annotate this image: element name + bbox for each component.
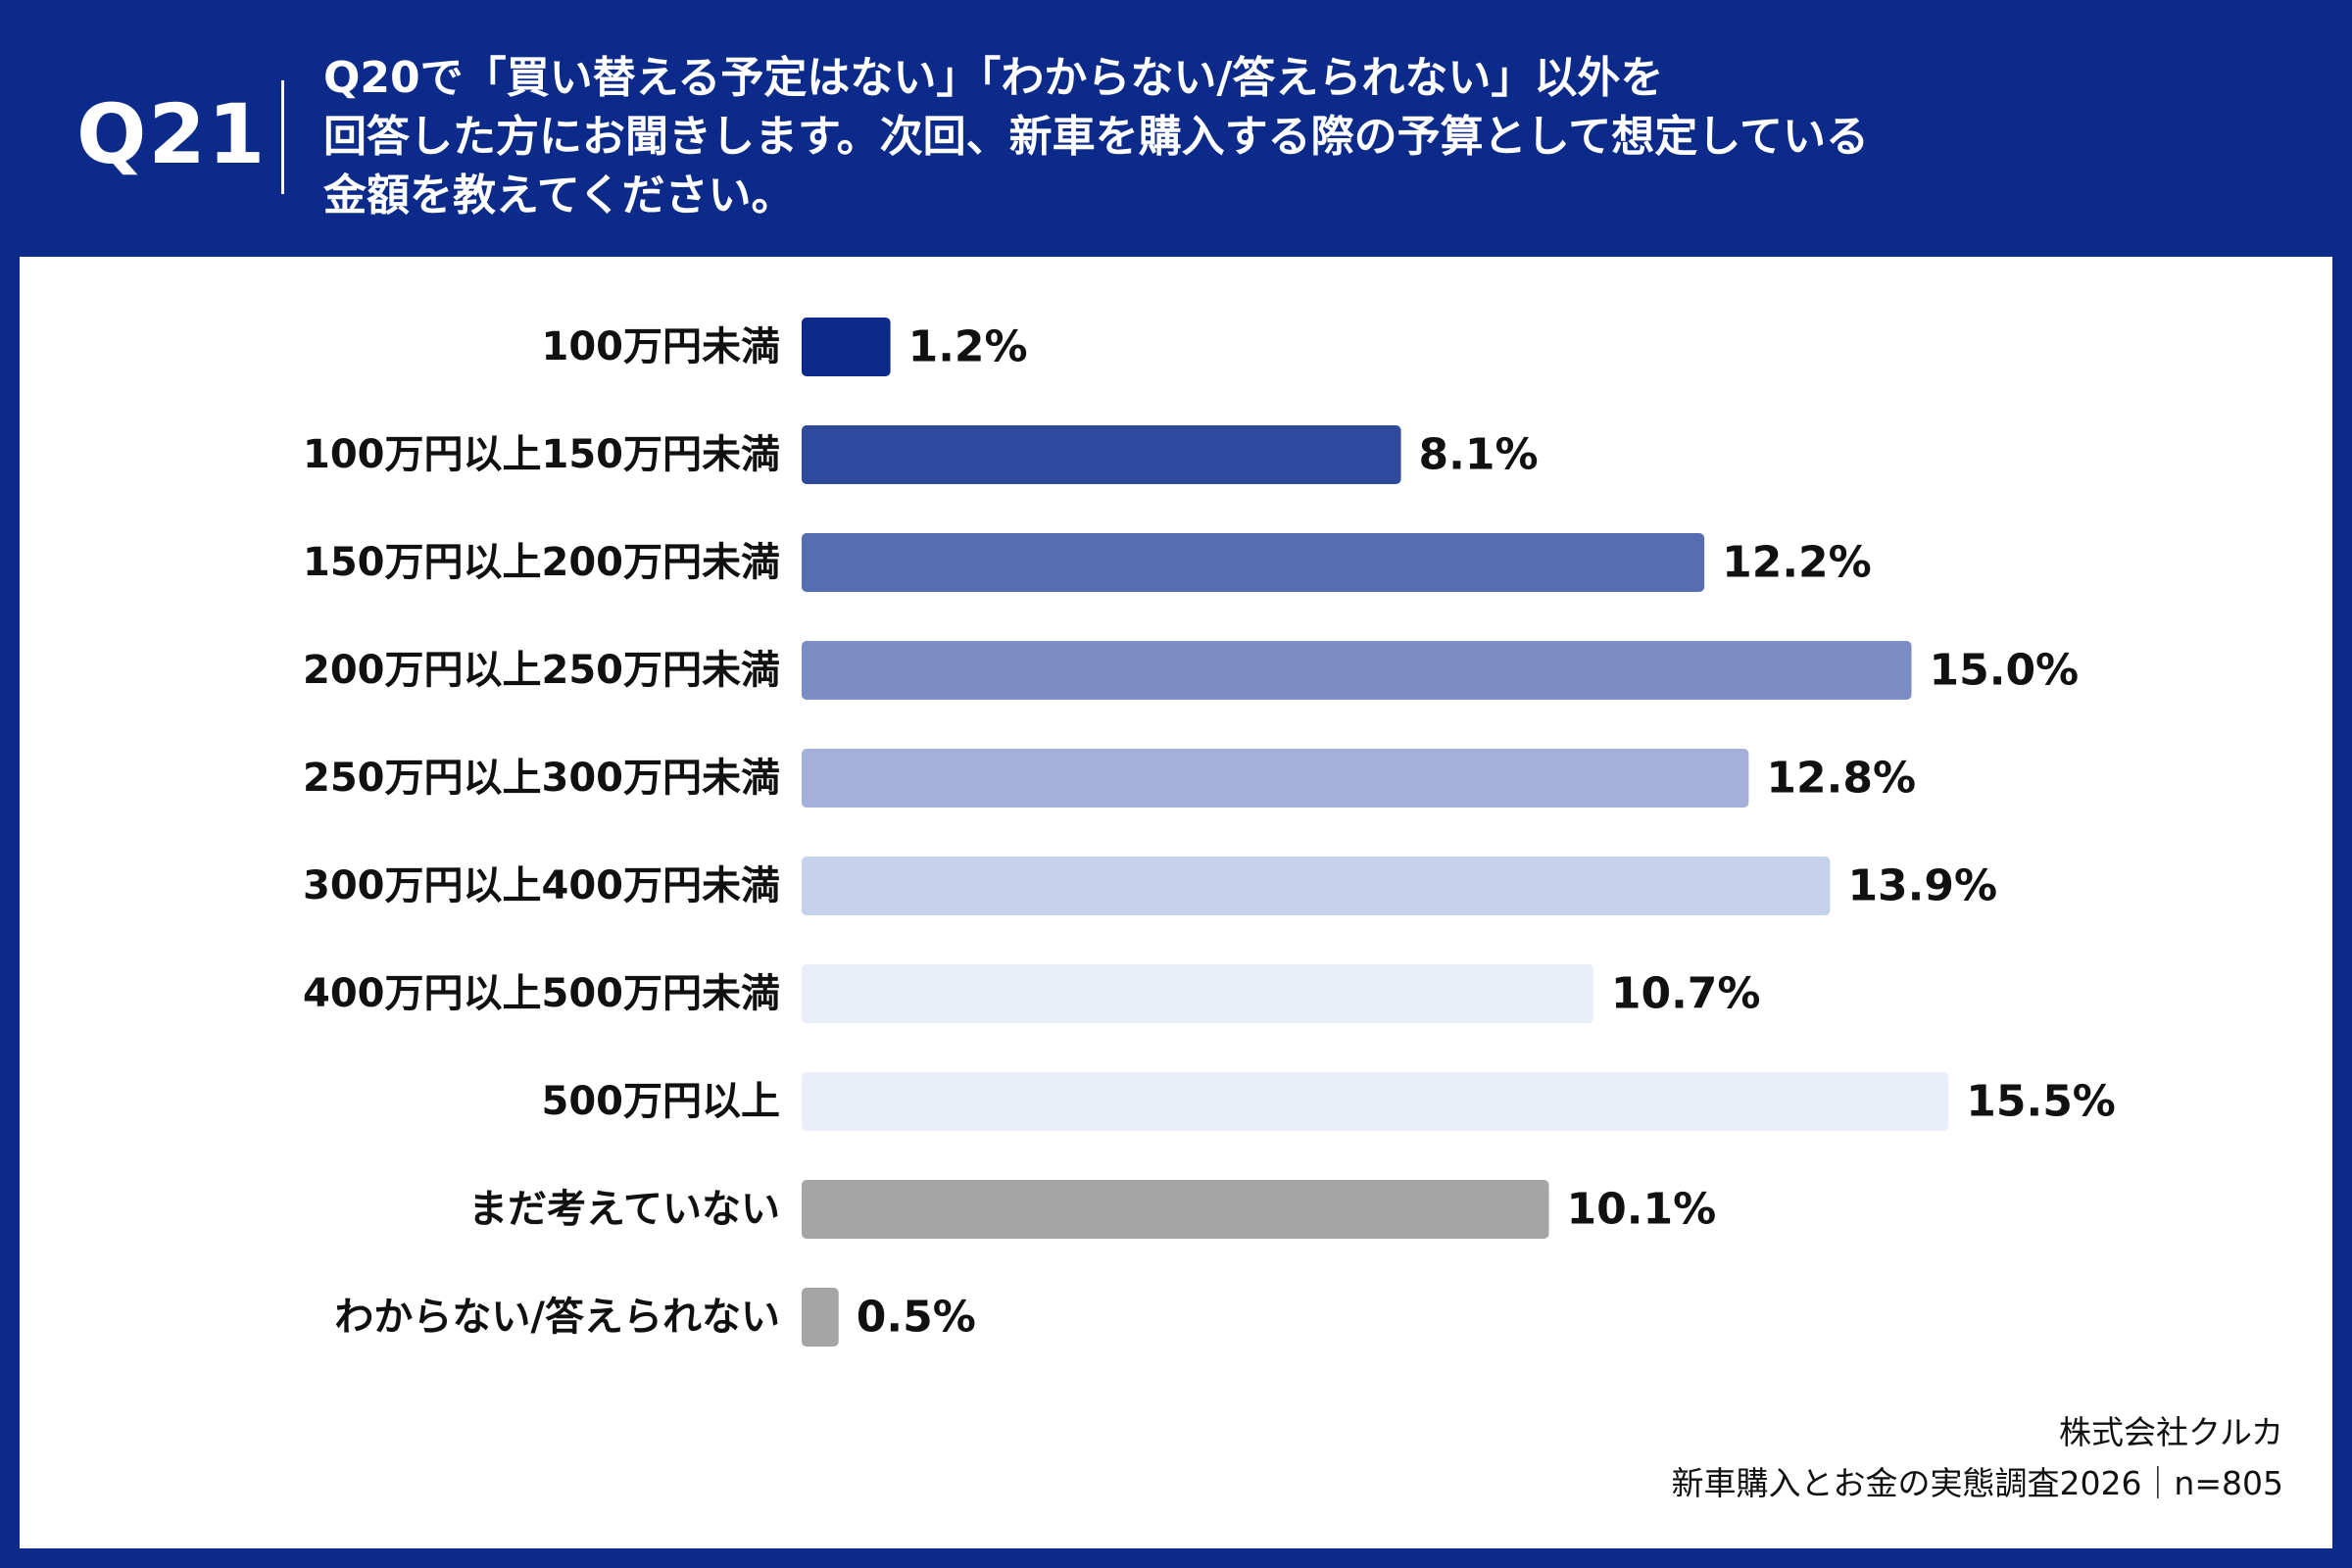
- value-label: 12.8%: [1766, 754, 1916, 804]
- category-label: 200万円以上250万円未満: [303, 648, 780, 693]
- value-label: 10.1%: [1567, 1185, 1717, 1235]
- value-label: 15.5%: [1966, 1077, 2116, 1127]
- header: Q21 Q20で「買い替える予定はない」「わからない/答えられない」以外を 回答…: [0, 0, 2352, 255]
- question-line: Q20で「買い替える予定はない」「わからない/答えられない」以外を: [323, 53, 1664, 103]
- bar: [802, 318, 891, 376]
- bar: [802, 425, 1401, 484]
- bar: [802, 1072, 1949, 1131]
- value-label: 13.9%: [1847, 861, 1997, 911]
- source-survey: 新車購入とお金の実態調査2026｜n=805: [1671, 1464, 2283, 1502]
- bar: [802, 857, 1831, 915]
- value-label: 15.0%: [1930, 646, 2080, 696]
- value-label: 12.2%: [1722, 538, 1872, 588]
- bar: [802, 533, 1705, 592]
- category-label: 400万円以上500万円未満: [303, 971, 780, 1016]
- category-label: わからない/答えられない: [334, 1295, 780, 1340]
- source-note: 株式会社クルカ 新車購入とお金の実態調査2026｜n=805: [1671, 1407, 2283, 1509]
- chart-panel: 100万円未満 1.2% 100万円以上150万円未満 8.1% 150万円以上200万…: [20, 257, 2332, 1548]
- question-line: 回答した方にお聞きします。次回、新車を購入する際の予算として想定している: [323, 112, 1869, 162]
- value-label: 10.7%: [1611, 969, 1761, 1019]
- bar: [802, 641, 1912, 700]
- category-label: 250万円以上300万円未満: [303, 756, 780, 801]
- source-company: 株式会社クルカ: [2058, 1413, 2283, 1451]
- category-label: 500万円以上: [542, 1079, 781, 1124]
- bar: [802, 1288, 839, 1347]
- bar: [802, 1180, 1549, 1239]
- category-label: 100万円未満: [542, 324, 781, 369]
- question-text: Q20で「買い替える予定はない」「わからない/答えられない」以外を 回答した方に…: [323, 49, 2264, 225]
- category-label: 300万円以上400万円未満: [303, 863, 780, 908]
- header-divider: [281, 80, 284, 194]
- question-line: 金額を教えてください。: [323, 171, 795, 220]
- category-label: 150万円以上200万円未満: [303, 540, 780, 585]
- bar: [802, 749, 1749, 808]
- value-label: 1.2%: [908, 322, 1028, 372]
- category-label: まだ考えていない: [468, 1187, 780, 1232]
- bar-chart: 100万円未満 1.2% 100万円以上150万円未満 8.1% 150万円以上200万…: [303, 318, 2116, 1347]
- value-label: 8.1%: [1419, 430, 1539, 480]
- bar: [802, 964, 1593, 1023]
- value-label: 0.5%: [857, 1293, 976, 1343]
- question-number: Q21: [76, 86, 268, 182]
- category-label: 100万円以上150万円未満: [303, 432, 780, 477]
